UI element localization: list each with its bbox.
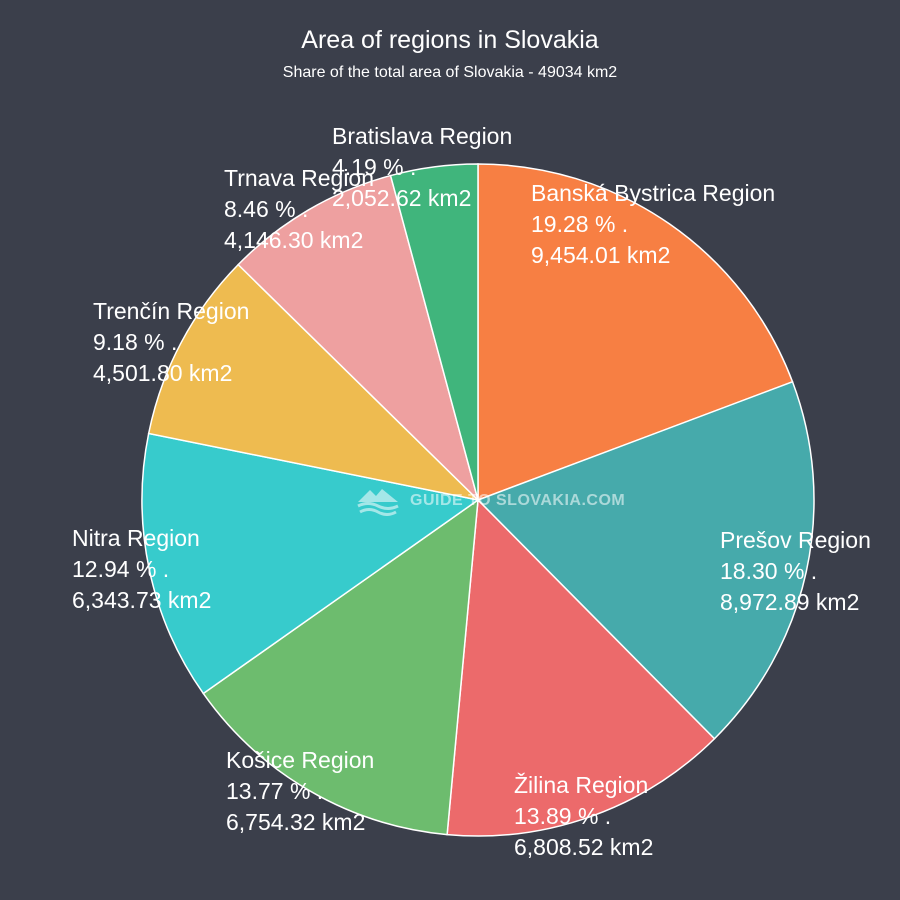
slice-name: Trenčín Region bbox=[93, 298, 250, 324]
slice-name: Prešov Region bbox=[720, 527, 871, 553]
slice-area: 4,501.80 km2 bbox=[93, 360, 233, 386]
slice-name: Bratislava Region bbox=[332, 123, 513, 149]
slice-area: 9,454.01 km2 bbox=[531, 242, 671, 268]
slice-name: Nitra Region bbox=[72, 525, 200, 551]
slice-percent: 18.30 % . bbox=[720, 558, 818, 584]
slice-area: 8,972.89 km2 bbox=[720, 589, 860, 615]
pie-slice-bratislava-region bbox=[389, 163, 479, 501]
slice-area: 2,052.62 km2 bbox=[332, 185, 472, 211]
slice-label-banska-bystrica: Banská Bystrica Region 19.28 % . 9,454.0… bbox=[531, 178, 775, 271]
slice-percent: 8.46 % . bbox=[224, 196, 309, 222]
slice-name: Košice Region bbox=[226, 747, 375, 773]
slice-label-nitra: Nitra Region 12.94 % . 6,343.73 km2 bbox=[72, 523, 211, 616]
slice-area: 6,808.52 km2 bbox=[514, 834, 654, 860]
slice-name: Trnava Region bbox=[224, 165, 375, 191]
slice-label-bratislava: Bratislava Region 4.19 % . 2,052.62 km2 bbox=[332, 121, 512, 214]
slice-label-kosice: Košice Region 13.77 % . 6,754.32 km2 bbox=[226, 745, 374, 838]
pie-slice-banská-bystrica-region bbox=[477, 163, 794, 502]
mountain-waves-icon bbox=[357, 489, 399, 516]
slice-label-trencin: Trenčín Region 9.18 % . 4,501.80 km2 bbox=[93, 296, 249, 389]
chart-subtitle: Share of the total area of Slovakia - 49… bbox=[282, 64, 618, 81]
pie-slice-trenčín-region bbox=[147, 263, 481, 502]
slice-area: 6,754.32 km2 bbox=[226, 809, 366, 835]
watermark: GUIDE TO SLOVAKIA.COM bbox=[356, 486, 625, 516]
pie-slice-prešov-region bbox=[476, 380, 815, 740]
pie-slice-košice-region bbox=[202, 498, 479, 836]
slice-area: 6,343.73 km2 bbox=[72, 587, 212, 613]
slice-percent: 19.28 % . bbox=[531, 211, 629, 237]
slice-label-zilina: Žilina Region 13.89 % . 6,808.52 km2 bbox=[514, 770, 653, 863]
pie-slice-nitra-region bbox=[141, 432, 480, 695]
chart-title: Area of regions in Slovakia bbox=[301, 26, 599, 54]
slice-percent: 13.89 % . bbox=[514, 803, 612, 829]
slice-percent: 4.19 % . bbox=[332, 154, 417, 180]
pie-slice-trnava-region bbox=[237, 174, 480, 503]
slice-label-presov: Prešov Region 18.30 % . 8,972.89 km2 bbox=[720, 525, 871, 618]
watermark-text: GUIDE TO SLOVAKIA.COM bbox=[410, 492, 626, 509]
slice-percent: 13.77 % . bbox=[226, 778, 324, 804]
pie-slice-žilina-region bbox=[446, 498, 716, 837]
slice-percent: 9.18 % . bbox=[93, 329, 178, 355]
slice-area: 4,146.30 km2 bbox=[224, 227, 364, 253]
slice-name: Banská Bystrica Region bbox=[531, 180, 776, 206]
slice-label-trnava: Trnava Region 8.46 % . 4,146.30 km2 bbox=[224, 163, 374, 256]
slice-name: Žilina Region bbox=[514, 772, 649, 798]
slice-percent: 12.94 % . bbox=[72, 556, 170, 582]
